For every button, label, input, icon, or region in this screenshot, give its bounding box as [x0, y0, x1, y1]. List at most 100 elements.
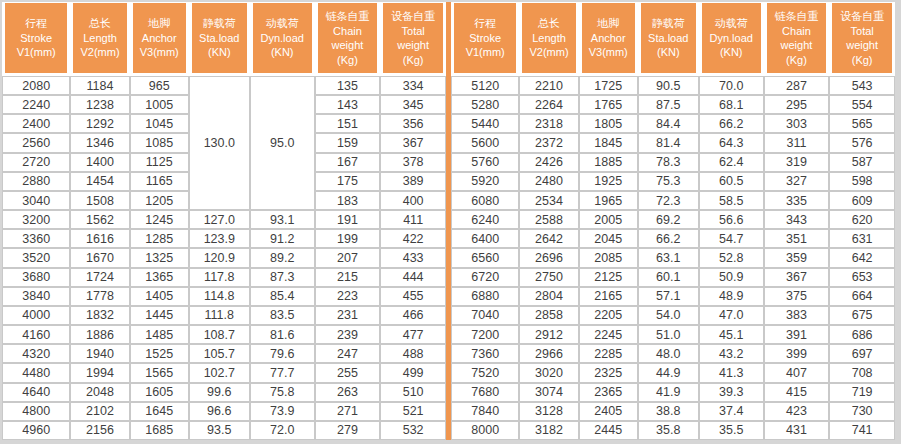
table-row: 78403128240538.837.4423730	[451, 402, 895, 421]
table-cell: 653	[829, 268, 895, 287]
column-header-line: (Kg)	[383, 53, 443, 68]
table-cell: 105.7	[189, 344, 250, 363]
table-cell: 1885	[579, 153, 638, 172]
column-header-line: (KN)	[192, 45, 247, 60]
column-header-length: 总长LengthV2(mm)	[70, 2, 129, 76]
table-cell: 83.5	[250, 306, 315, 325]
table-cell: 1245	[130, 210, 189, 229]
table-row: 65602696208563.152.8359642	[451, 248, 895, 267]
table-cell: 247	[315, 344, 381, 363]
column-header-line: 行程	[454, 16, 516, 31]
table-cell: 183	[315, 191, 381, 210]
table-cell: 2080	[2, 76, 70, 95]
table-cell: 111.8	[189, 306, 250, 325]
table-cell: 66.2	[638, 229, 699, 248]
column-header-anchor: 地脚AnchorV3(mm)	[130, 2, 189, 76]
table-cell: 1565	[130, 363, 189, 382]
table-cell: 367	[764, 268, 830, 287]
column-header-line: V1(mm)	[454, 45, 516, 60]
table-row: 46402048160599.675.8263510	[2, 383, 446, 402]
table-cell: 45.1	[699, 325, 764, 344]
table-cell: 2480	[519, 172, 578, 191]
table-row: 49602156168593.572.0279532	[2, 421, 446, 440]
table-cell: 587	[829, 153, 895, 172]
table-cell: 1685	[130, 421, 189, 440]
column-header-line: Stroke	[454, 31, 516, 46]
table-cell: 1616	[70, 229, 129, 248]
column-header-total-weight: 设备自重Totalweight(Kg)	[829, 2, 895, 76]
table-cell: 72.0	[250, 421, 315, 440]
column-header-line: Sta.load	[641, 31, 696, 46]
table-cell: 75.8	[250, 383, 315, 402]
table-cell: 2085	[579, 248, 638, 267]
table-cell: 1765	[579, 95, 638, 114]
table-cell: 2966	[519, 344, 578, 363]
table-cell: 7680	[451, 383, 519, 402]
column-header-line: (Kg)	[832, 53, 892, 68]
table-cell: 5280	[451, 95, 519, 114]
table-cell: 510	[380, 383, 446, 402]
table-row: 73602966228548.043.2399697	[451, 344, 895, 363]
table-cell: 63.1	[638, 248, 699, 267]
table-cell: 2912	[519, 325, 578, 344]
table-cell: 255	[315, 363, 381, 382]
table-cell: 51.0	[638, 325, 699, 344]
column-header-line: 设备自重	[383, 9, 443, 24]
table-cell: 2205	[579, 306, 638, 325]
table-cell: 68.1	[699, 95, 764, 114]
table-cell: 3040	[2, 191, 70, 210]
table-cell: 664	[829, 287, 895, 306]
table-cell: 1805	[579, 114, 638, 133]
table-cell: 70.0	[699, 76, 764, 95]
table-cell: 2445	[579, 421, 638, 440]
table-cell: 75.3	[638, 172, 699, 191]
spec-table-left: 行程StrokeV1(mm)总长LengthV2(mm)地脚AnchorV3(m…	[2, 2, 446, 440]
table-cell: 73.9	[250, 402, 315, 421]
table-cell: 2285	[579, 344, 638, 363]
column-header-line: weight	[383, 38, 443, 53]
table-cell: 199	[315, 229, 381, 248]
table-cell: 1965	[579, 191, 638, 210]
table-cell: 2372	[519, 133, 578, 152]
table-cell: 231	[315, 306, 381, 325]
table-cell: 167	[315, 153, 381, 172]
table-cell: 102.7	[189, 363, 250, 382]
table-cell: 4960	[2, 421, 70, 440]
table-cell: 41.9	[638, 383, 699, 402]
table-cell: 697	[829, 344, 895, 363]
table-cell: 7360	[451, 344, 519, 363]
table-cell: 741	[829, 421, 895, 440]
table-cell: 3520	[2, 248, 70, 267]
spec-sheet: 行程StrokeV1(mm) 总长LengthV2(mm)地脚AnchorV3(m…	[0, 0, 901, 444]
table-cell: 686	[829, 325, 895, 344]
table-cell: 87.3	[250, 268, 315, 287]
table-cell: 1285	[130, 229, 189, 248]
table-cell: 1725	[579, 76, 638, 95]
table-cell: 84.4	[638, 114, 699, 133]
table-cell: 1925	[579, 172, 638, 191]
table-cell: 1845	[579, 133, 638, 152]
table-cell: 41.3	[699, 363, 764, 382]
table-cell: 2720	[2, 153, 70, 172]
table-cell: 48.0	[638, 344, 699, 363]
table-cell: 2858	[519, 306, 578, 325]
table-cell: 64.3	[699, 133, 764, 152]
table-cell: 1365	[130, 268, 189, 287]
table-cell: 2045	[579, 229, 638, 248]
table-row: 67202750212560.150.9367653	[451, 268, 895, 287]
table-row: 400018321445111.883.5231466	[2, 306, 446, 325]
table-cell: 43.2	[699, 344, 764, 363]
column-header-line: 设备自重	[832, 9, 892, 24]
header-row: 行程StrokeV1(mm)总长LengthV2(mm)地脚AnchorV3(m…	[2, 2, 446, 76]
table-cell: 1605	[130, 383, 189, 402]
column-header-line: (KN)	[253, 45, 312, 60]
table-cell: 5440	[451, 114, 519, 133]
table-row: 320015621245127.093.1191411	[2, 210, 446, 229]
table-cell: 4160	[2, 325, 70, 344]
table-cell: 2165	[579, 287, 638, 306]
table-cell: 303	[764, 114, 830, 133]
table-cell: 1125	[130, 153, 189, 172]
column-header-line: 链条自重	[318, 9, 378, 24]
table-cell: 2696	[519, 248, 578, 267]
table-row: 416018861485108.781.6239477	[2, 325, 446, 344]
